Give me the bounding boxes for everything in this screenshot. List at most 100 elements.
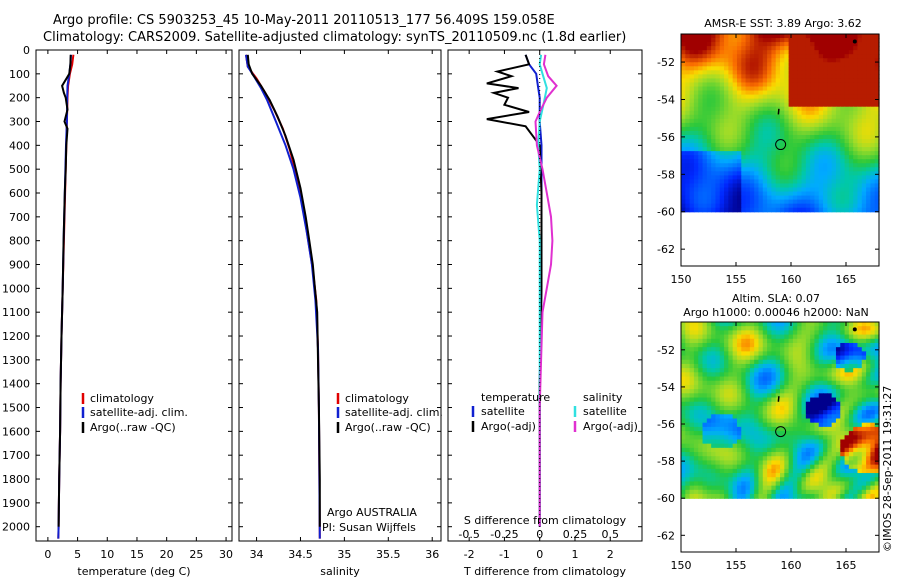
map-cell	[758, 110, 764, 116]
map-cell	[741, 171, 747, 176]
map-cell	[835, 114, 841, 120]
map-cell	[754, 464, 760, 470]
map-cell	[745, 426, 751, 432]
map-cell	[874, 431, 880, 436]
map-cell	[866, 334, 871, 340]
map-cell	[698, 330, 704, 336]
map-cell	[835, 405, 841, 411]
map-cell	[719, 435, 725, 441]
map-cell	[866, 46, 871, 51]
map-cell	[810, 90, 816, 96]
map-cell	[861, 426, 867, 432]
map-cell	[681, 464, 686, 470]
map-cell	[853, 74, 859, 80]
map-cell	[805, 322, 811, 327]
map-cell	[870, 175, 876, 181]
map-cell	[706, 122, 712, 128]
map-cell	[767, 485, 772, 491]
map-cell	[866, 126, 871, 132]
map-cell	[736, 435, 742, 441]
map-cell	[866, 183, 871, 189]
map-cell	[758, 175, 764, 181]
map-cell	[736, 481, 742, 487]
map-cell	[698, 380, 704, 386]
map-cell	[711, 414, 717, 420]
map-cell	[728, 38, 734, 43]
map-cell	[767, 397, 772, 403]
map-cell	[745, 363, 751, 369]
map-cell	[706, 443, 712, 449]
map-cell	[767, 338, 772, 344]
map-cell	[758, 50, 764, 55]
map-cell	[741, 481, 747, 487]
map-cell	[823, 380, 828, 386]
map-cell	[835, 86, 841, 92]
map-cell	[805, 199, 811, 205]
map-cell	[758, 330, 764, 336]
map-cell	[792, 42, 798, 47]
map-cell	[853, 355, 859, 361]
map-cell	[749, 460, 755, 466]
map-cell	[702, 54, 708, 59]
map-cell	[827, 431, 833, 436]
map-cell	[810, 322, 816, 327]
map-cell	[715, 389, 721, 394]
map-cell	[823, 203, 828, 209]
map-cell	[685, 86, 691, 92]
map-cell	[844, 203, 850, 209]
map-cell	[681, 199, 686, 205]
map-cell	[835, 203, 841, 209]
map-cell	[801, 62, 807, 67]
map-cell	[784, 203, 790, 209]
map-cell	[874, 389, 880, 394]
map-cell	[689, 410, 695, 415]
map-cell	[801, 110, 807, 116]
map-cell	[835, 431, 841, 436]
map-cell	[823, 410, 828, 415]
map-cell	[715, 78, 721, 84]
map-cell	[754, 435, 760, 441]
map-cell	[689, 481, 695, 487]
map-cell	[848, 326, 854, 331]
map-cell	[848, 452, 854, 457]
map-cell	[698, 167, 704, 172]
map-cell	[818, 74, 824, 80]
map-cell	[835, 326, 841, 331]
map-cell	[715, 452, 721, 457]
map-cell	[728, 110, 734, 116]
map-cell	[698, 334, 704, 340]
map-cell	[771, 155, 777, 160]
map-cell	[724, 147, 729, 152]
map-cell	[857, 195, 863, 201]
map-cell	[749, 355, 755, 361]
map-cell	[741, 401, 747, 407]
map-cell	[870, 342, 876, 348]
map-cell	[728, 443, 734, 449]
map-cell	[835, 477, 841, 483]
map-cell	[788, 159, 794, 164]
map-cell	[814, 431, 820, 436]
map-cell	[749, 468, 755, 474]
map-cell	[801, 130, 807, 136]
map-cell	[698, 489, 704, 495]
map-cell	[840, 42, 846, 47]
map-cell	[853, 426, 859, 432]
map-cell	[741, 199, 747, 205]
map-cell	[840, 401, 846, 407]
map-cell	[719, 179, 725, 185]
map-cell	[719, 98, 725, 104]
map-cell	[767, 167, 772, 172]
map-cell	[831, 86, 837, 92]
map-cell	[745, 473, 751, 478]
map-cell	[745, 151, 751, 156]
map-cell	[844, 435, 850, 441]
map-cell	[732, 397, 738, 403]
map-cell	[797, 363, 803, 369]
map-cell	[728, 167, 734, 172]
map-cell	[736, 126, 742, 132]
map-cell	[861, 326, 867, 331]
map-cell	[702, 179, 708, 185]
map-cell	[810, 389, 816, 394]
map-cell	[771, 122, 777, 128]
